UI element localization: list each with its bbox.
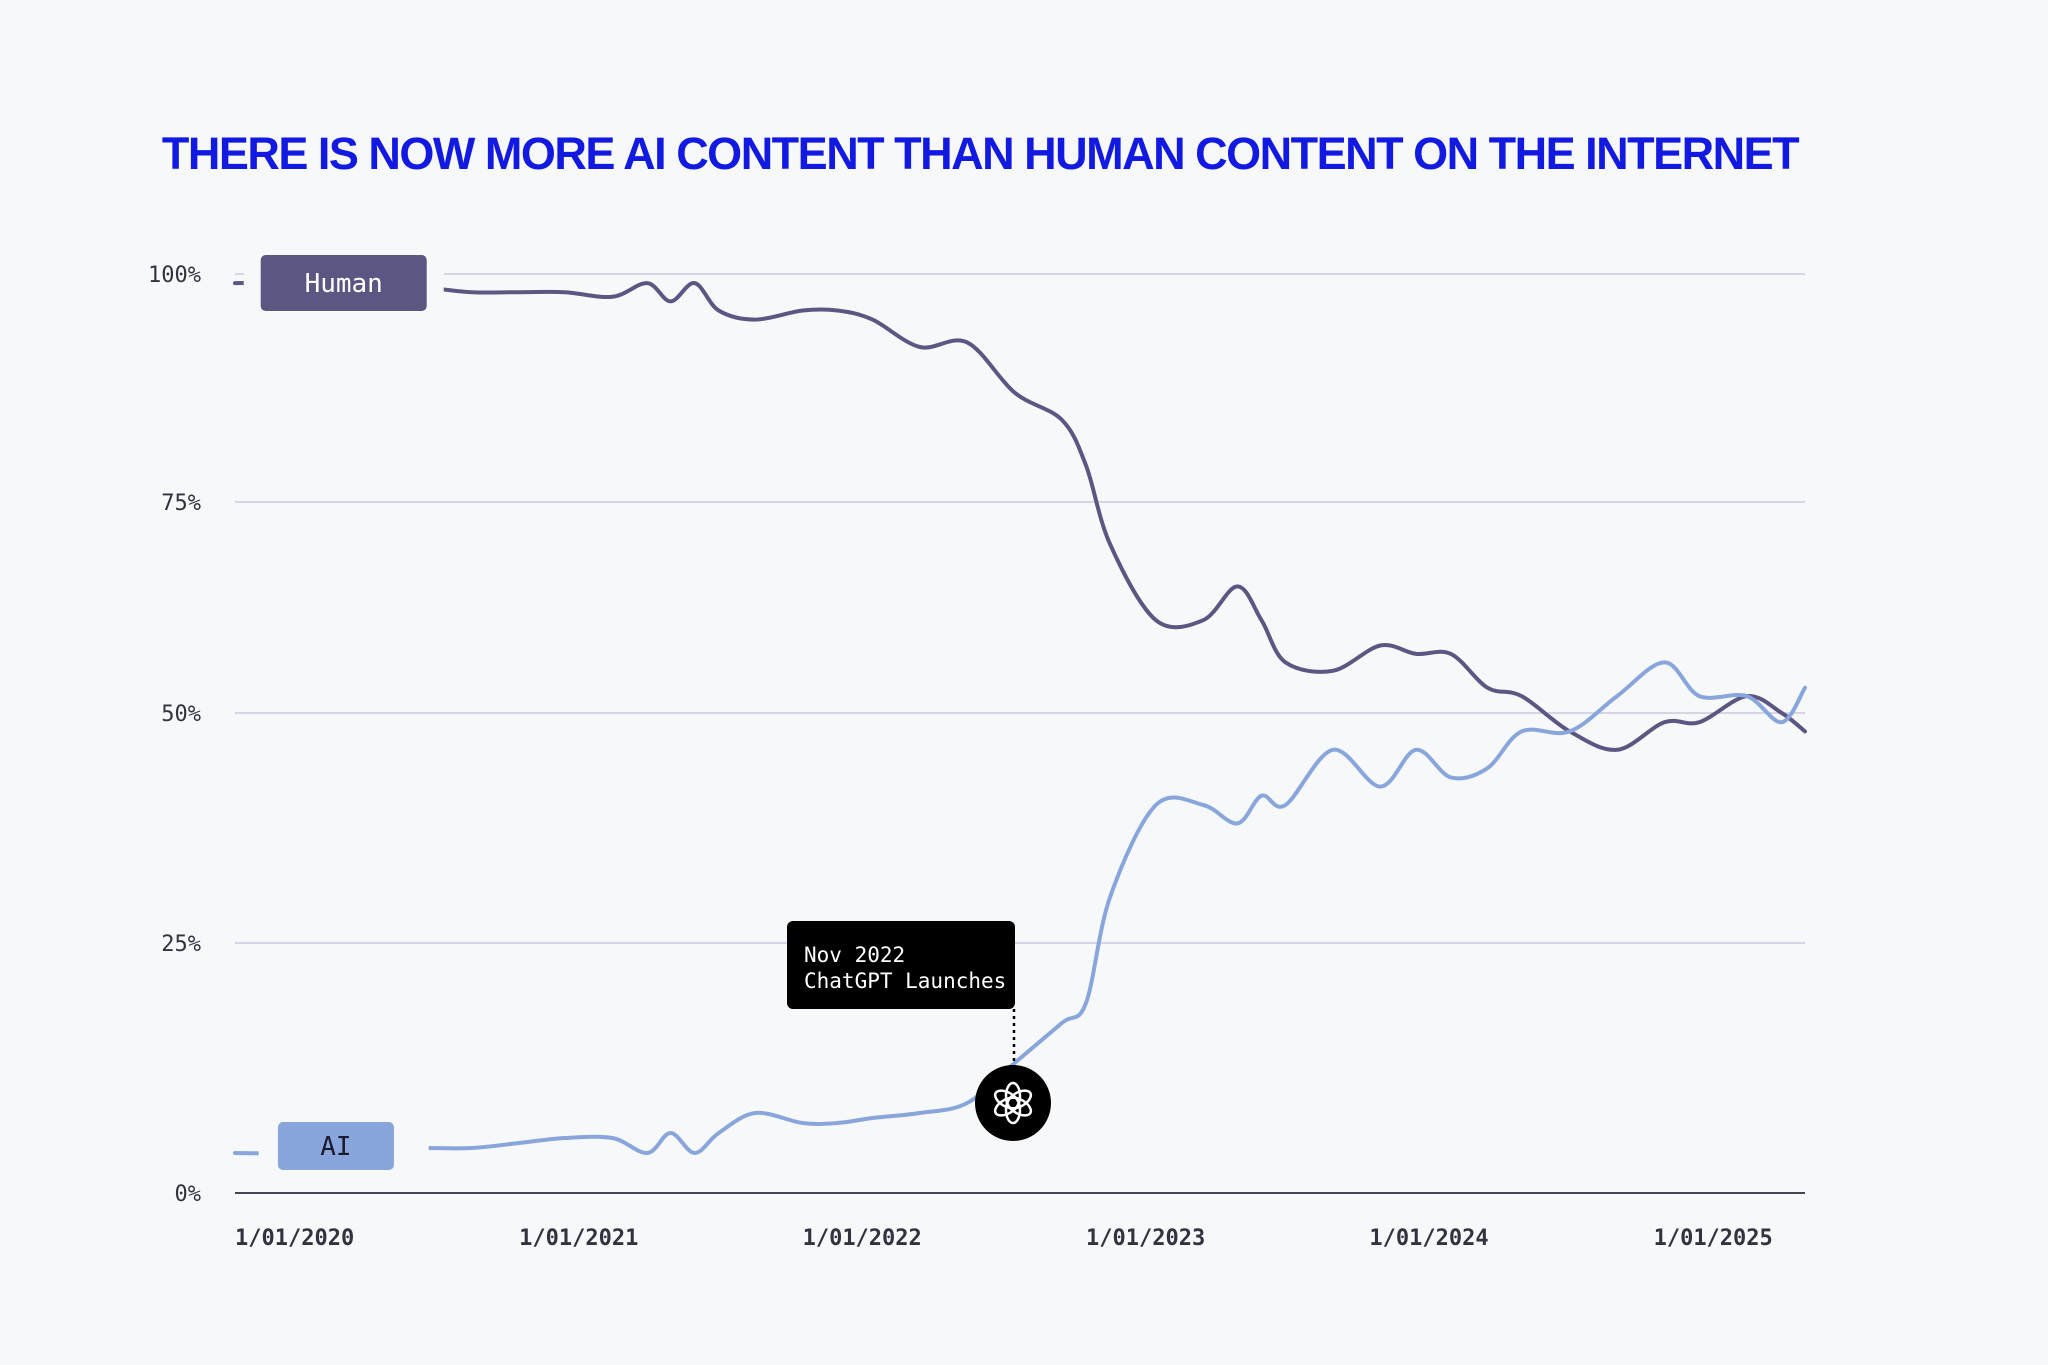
human-series-line <box>233 280 1807 752</box>
ai-series-line <box>233 660 1807 1156</box>
openai-logo-glyph <box>993 1081 1033 1125</box>
human-label-text: Human <box>305 269 383 299</box>
y-tick-label: 75% <box>161 491 201 516</box>
chart-title: THERE IS NOW MORE AI CONTENT THAN HUMAN … <box>161 128 1800 179</box>
openai-logo-icon <box>975 1065 1051 1141</box>
logo-petal <box>993 1089 1020 1110</box>
x-tick-label: 1/01/2023 <box>1086 1226 1205 1251</box>
human-label-box <box>260 255 427 311</box>
y-tick-label: 25% <box>161 932 201 957</box>
x-tick-label: 1/01/2024 <box>1369 1226 1488 1251</box>
ai-label-box <box>277 1122 394 1170</box>
y-tick-label: 0% <box>175 1182 202 1207</box>
annotation-box <box>787 921 1015 1009</box>
x-tick-label: 1/01/2025 <box>1654 1226 1773 1251</box>
x-tick-label: 1/01/2020 <box>235 1226 354 1251</box>
human-series-label: Human <box>260 255 427 311</box>
annotation-line1: Nov 2022 <box>804 943 905 967</box>
annotation-line2: ChatGPT Launches <box>804 969 1006 993</box>
ai-label-text: AI <box>320 1132 351 1162</box>
ai-series-label: AI <box>277 1122 394 1170</box>
x-tick-label: 1/01/2021 <box>519 1226 638 1251</box>
x-tick-label: 1/01/2022 <box>803 1226 922 1251</box>
y-tick-label: 100% <box>148 263 201 288</box>
y-tick-label: 50% <box>161 702 201 727</box>
